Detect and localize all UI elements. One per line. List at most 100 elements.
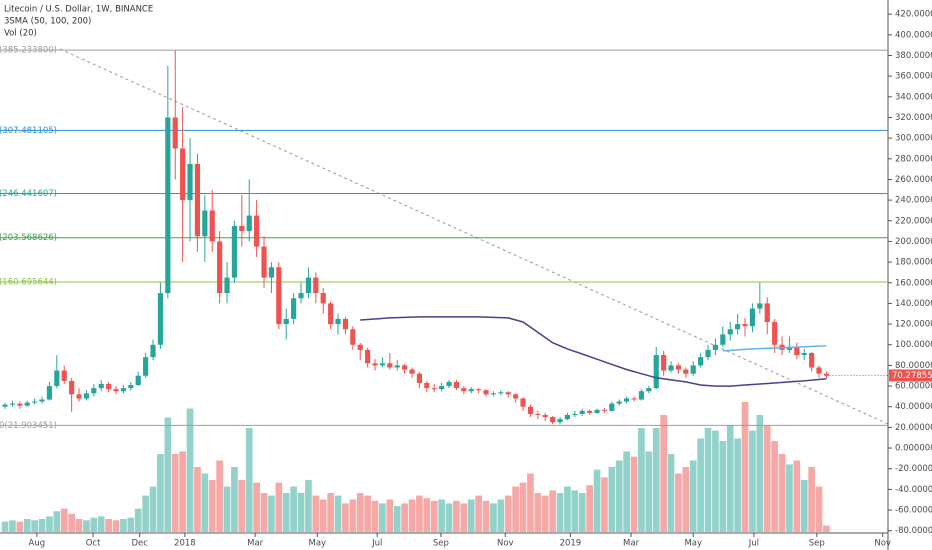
candle-body [520, 398, 526, 407]
candle-body [194, 163, 201, 237]
candle-body [298, 293, 304, 299]
volume-bar [638, 428, 645, 532]
x-tick-label: Dec [131, 539, 148, 549]
y-tick-label: 300.000000 [895, 134, 932, 144]
candle-body [424, 382, 430, 389]
candle-body [638, 391, 645, 400]
candle-body [542, 414, 548, 418]
volume-bar [68, 513, 75, 532]
volume-bar [9, 520, 16, 532]
candle-body [809, 353, 815, 368]
volume-bar [319, 499, 327, 532]
candle-body [564, 414, 571, 420]
candle-body [749, 308, 756, 327]
candle-body [313, 277, 319, 294]
y-tick-label: 80.000000 [895, 361, 932, 371]
x-tick-label: Sep [433, 539, 449, 549]
y-tick-label: 400.000000 [895, 30, 932, 40]
volume-bar [763, 425, 771, 532]
volume-bar [401, 503, 408, 532]
candle-body [335, 318, 341, 325]
volume-bar [105, 519, 112, 532]
volume-bar [453, 500, 460, 532]
candle-body [431, 388, 437, 390]
y-tick-label: 380.000000 [895, 51, 932, 61]
volume-bar [379, 503, 386, 532]
volume-bar [527, 473, 534, 532]
candle-body [557, 419, 563, 423]
volume-bar [83, 520, 90, 532]
x-tick-label: 2018 [174, 539, 196, 549]
y-tick-label: 180.000000 [895, 258, 932, 268]
candle-body [727, 329, 733, 335]
y-tick-label: -60.000000 [895, 506, 932, 516]
fib-level-label: 0(21.903451) [0, 421, 57, 431]
candle-body [224, 277, 230, 294]
y-tick-label: 20.000000 [895, 423, 932, 433]
volume-bar [778, 454, 786, 532]
y-tick-label: 120.000000 [895, 320, 932, 330]
candle-body [113, 389, 119, 392]
volume-bar [675, 473, 682, 532]
sma-line [722, 345, 827, 352]
candle-body [150, 344, 156, 358]
volume-bar [512, 486, 519, 532]
candle-body [675, 365, 682, 370]
candle-body [801, 353, 807, 356]
volume-bar [408, 499, 416, 532]
volume-bar [741, 402, 749, 532]
candle-body [239, 225, 245, 232]
volume-bar [305, 480, 312, 532]
candle-body [698, 357, 704, 366]
candle-body [379, 363, 386, 366]
candle-body [535, 413, 541, 415]
volume-bar [38, 519, 46, 532]
y-tick-label: 360.000000 [895, 72, 932, 82]
x-tick-label: Aug [29, 539, 46, 549]
y-tick-label: 340.000000 [895, 92, 932, 102]
candle-body [453, 381, 460, 389]
candle-body [231, 225, 238, 278]
candle-body [69, 380, 75, 395]
volume-bar [157, 454, 164, 532]
volume-bar [719, 441, 727, 532]
volume-bar [327, 493, 334, 532]
candle-body [135, 375, 141, 386]
candle-body [764, 303, 770, 323]
volume-bar [549, 490, 556, 532]
candle-body [120, 388, 127, 392]
candle-body [91, 388, 97, 394]
candle-body [646, 388, 652, 392]
y-tick-label: 220.000000 [895, 216, 932, 226]
volume-bar [697, 438, 704, 532]
candle-body [276, 267, 282, 325]
candle-body [39, 399, 45, 402]
volume-bar [16, 521, 24, 532]
volume-bar [171, 454, 179, 532]
candle-body [668, 365, 674, 371]
volume-bar [312, 495, 320, 532]
trend-line [59, 48, 889, 425]
candle-body [757, 303, 763, 309]
volume-bar [571, 490, 579, 532]
candle-body [550, 417, 556, 423]
volume-bar [290, 486, 297, 532]
candle-body [83, 393, 90, 399]
volume-bar [593, 469, 601, 532]
candle-body [320, 293, 326, 304]
volume-bar [97, 516, 105, 532]
volume-bar [164, 417, 172, 532]
x-tick-label: Jul [748, 539, 759, 549]
volume-bar [216, 460, 223, 532]
volume-bar [23, 519, 31, 532]
x-tick-label: Oct [86, 539, 101, 549]
volume-bar [186, 408, 194, 532]
y-tick-label: 140.000000 [895, 299, 932, 309]
volume-bar [416, 495, 423, 532]
volume-bar [282, 493, 290, 532]
volume-bar [800, 480, 808, 532]
candle-body [165, 117, 171, 294]
volume-bar [771, 441, 778, 532]
candle-body [24, 402, 30, 406]
